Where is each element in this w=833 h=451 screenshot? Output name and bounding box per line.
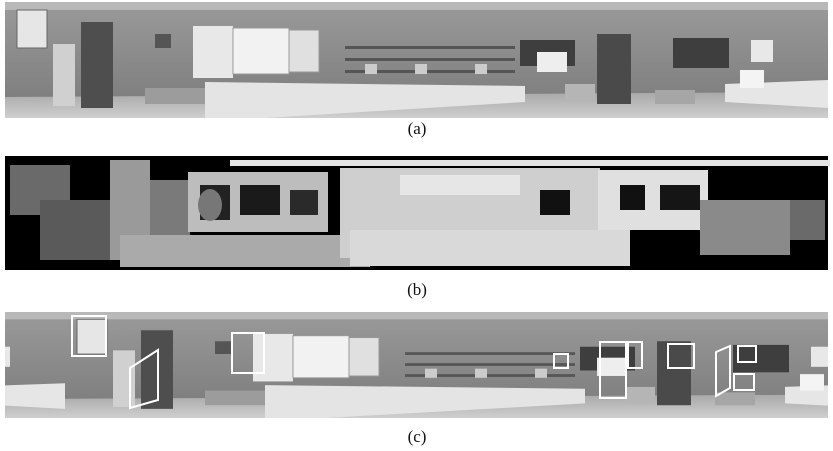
figure: (a) (b) <box>0 0 833 451</box>
panel-label: (c) <box>408 427 427 446</box>
page: (a) (b) <box>0 0 833 451</box>
panel-label: (b) <box>407 280 427 299</box>
panorama-image <box>0 312 833 418</box>
panel-label: (a) <box>408 119 427 138</box>
panorama-image <box>5 2 828 118</box>
panel-a <box>5 2 828 118</box>
panel-c <box>0 312 833 418</box>
panel-b <box>5 156 830 270</box>
